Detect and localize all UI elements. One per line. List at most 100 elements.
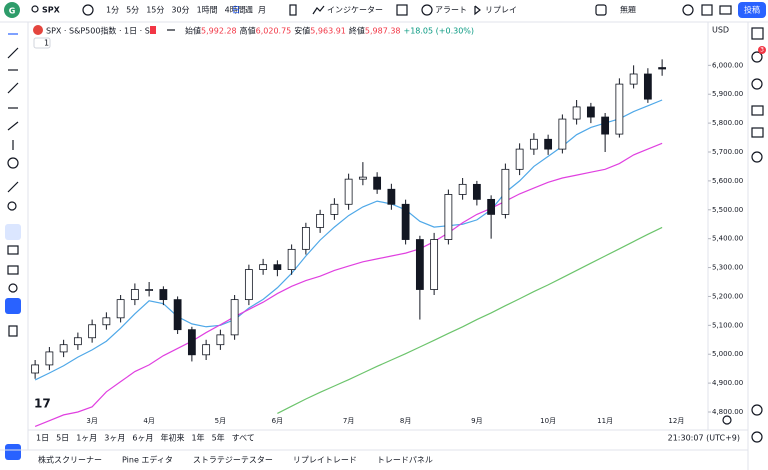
candle-body [88, 324, 97, 339]
alerts-icon[interactable] [751, 51, 763, 63]
candle-body [202, 344, 211, 356]
panel-tab[interactable]: リプレイトレード [293, 456, 357, 465]
flag[interactable] [150, 26, 156, 34]
visibility-tool[interactable] [8, 283, 18, 293]
indicator-icon[interactable] [312, 5, 325, 15]
link-tool[interactable] [5, 298, 21, 314]
panel-tab[interactable]: ストラテジーテスター [193, 456, 273, 465]
candle-body [330, 203, 339, 215]
x-tick-label: 5月 [215, 417, 226, 425]
magnet-tool[interactable] [5, 224, 21, 240]
settings-icon[interactable] [682, 4, 694, 16]
brush-tool[interactable] [7, 121, 19, 131]
candle-body [444, 194, 453, 240]
candle-body [145, 289, 154, 291]
avatar[interactable] [4, 2, 20, 18]
layout-name[interactable]: 無題 [620, 5, 636, 15]
snapshot-icon[interactable] [719, 5, 732, 15]
range-button[interactable]: すべて [232, 434, 255, 443]
target-icon[interactable] [751, 404, 763, 416]
moving-average [277, 226, 663, 414]
alert[interactable]: アラート [435, 6, 467, 15]
candle-body [259, 264, 268, 270]
candle-body [373, 176, 382, 190]
moving-average [34, 99, 663, 381]
interval[interactable]: 30分 [171, 6, 189, 15]
symbol[interactable]: SPX [42, 6, 61, 15]
candle-body [615, 83, 624, 135]
pattern-tool[interactable] [7, 82, 19, 94]
right-toolbar: 3 [751, 27, 766, 443]
range-button[interactable]: 3ヶ月 [104, 434, 125, 443]
candle-icon[interactable] [289, 4, 297, 16]
candle-body [629, 73, 638, 85]
range-button[interactable]: 5日 [56, 434, 69, 443]
clock-icon[interactable] [751, 78, 763, 90]
lock-tool[interactable] [7, 265, 19, 275]
candle-body [358, 176, 367, 180]
candle-body [216, 334, 225, 346]
line-tool[interactable] [7, 47, 19, 59]
settings-icon[interactable] [722, 415, 732, 425]
y-tick-label: 5,200.00 [712, 292, 743, 300]
chat-icon[interactable] [751, 105, 764, 116]
avatar-letter: G [9, 7, 16, 16]
candle-body [316, 213, 325, 228]
ideas-icon[interactable] [751, 127, 764, 138]
interval[interactable]: 15分 [146, 6, 164, 15]
range-button[interactable]: 6ヶ月 [132, 434, 153, 443]
interval[interactable]: 1時間 [197, 6, 218, 15]
search-icon[interactable] [31, 5, 39, 13]
badge [758, 46, 766, 54]
range-button[interactable]: 1日 [36, 434, 49, 443]
y-tick-label: 5,900.00 [712, 90, 743, 98]
indicators[interactable]: インジケーター [327, 6, 383, 15]
candle-body [586, 106, 595, 118]
candle-body [102, 317, 111, 326]
range-button[interactable]: 5年 [212, 433, 225, 443]
replay[interactable]: リプレイ [485, 6, 517, 15]
help-icon[interactable] [751, 431, 763, 443]
symbol-logo [33, 25, 43, 35]
candle-body [31, 364, 40, 374]
range-button[interactable]: 1年 [191, 433, 204, 443]
ruler-tool[interactable] [7, 181, 19, 193]
candle-body [59, 344, 68, 353]
interval[interactable]: 5分 [126, 6, 139, 15]
candle-body [387, 188, 396, 205]
range-button[interactable]: 1ヶ月 [76, 434, 97, 443]
publish-button[interactable] [738, 2, 766, 18]
period[interactable]: 週 [245, 6, 253, 15]
watchlist-icon[interactable] [751, 27, 764, 40]
interval[interactable]: 1分 [106, 6, 119, 15]
layout-icon[interactable] [396, 4, 408, 16]
replay-icon[interactable] [474, 5, 481, 16]
period[interactable]: 月 [258, 6, 266, 15]
star-button[interactable] [5, 444, 21, 460]
add-symbol[interactable] [82, 4, 94, 16]
alert-icon[interactable] [421, 4, 433, 16]
period[interactable]: 日 [232, 6, 240, 15]
legend-label: 終値 [349, 26, 365, 36]
panel-tab[interactable]: Pine エディタ [122, 455, 173, 465]
checkbox[interactable] [595, 4, 607, 16]
currency[interactable]: USD [712, 26, 729, 35]
interval[interactable]: 4時間 [225, 6, 246, 15]
y-tick-label: 5,500.00 [712, 206, 743, 214]
clock: 21:30:07 (UTC+9) [668, 434, 740, 443]
help-icon[interactable] [751, 151, 763, 163]
fullscreen-icon[interactable] [701, 4, 713, 16]
emoji-tool[interactable] [7, 157, 19, 169]
y-tick-label: 4,900.00 [712, 379, 743, 387]
panel-tab[interactable]: 株式スクリーナー [38, 455, 102, 465]
x-tick-label: 7月 [343, 417, 354, 425]
panel-tab[interactable]: トレードパネル [377, 456, 433, 465]
draw-mode[interactable] [7, 245, 19, 255]
trash-tool[interactable] [8, 325, 18, 337]
indicator-toggle[interactable] [33, 37, 51, 49]
zoom-tool[interactable] [7, 201, 17, 211]
y-tick-label: 5,100.00 [712, 321, 743, 329]
range-button[interactable]: 年初来 [160, 433, 184, 443]
